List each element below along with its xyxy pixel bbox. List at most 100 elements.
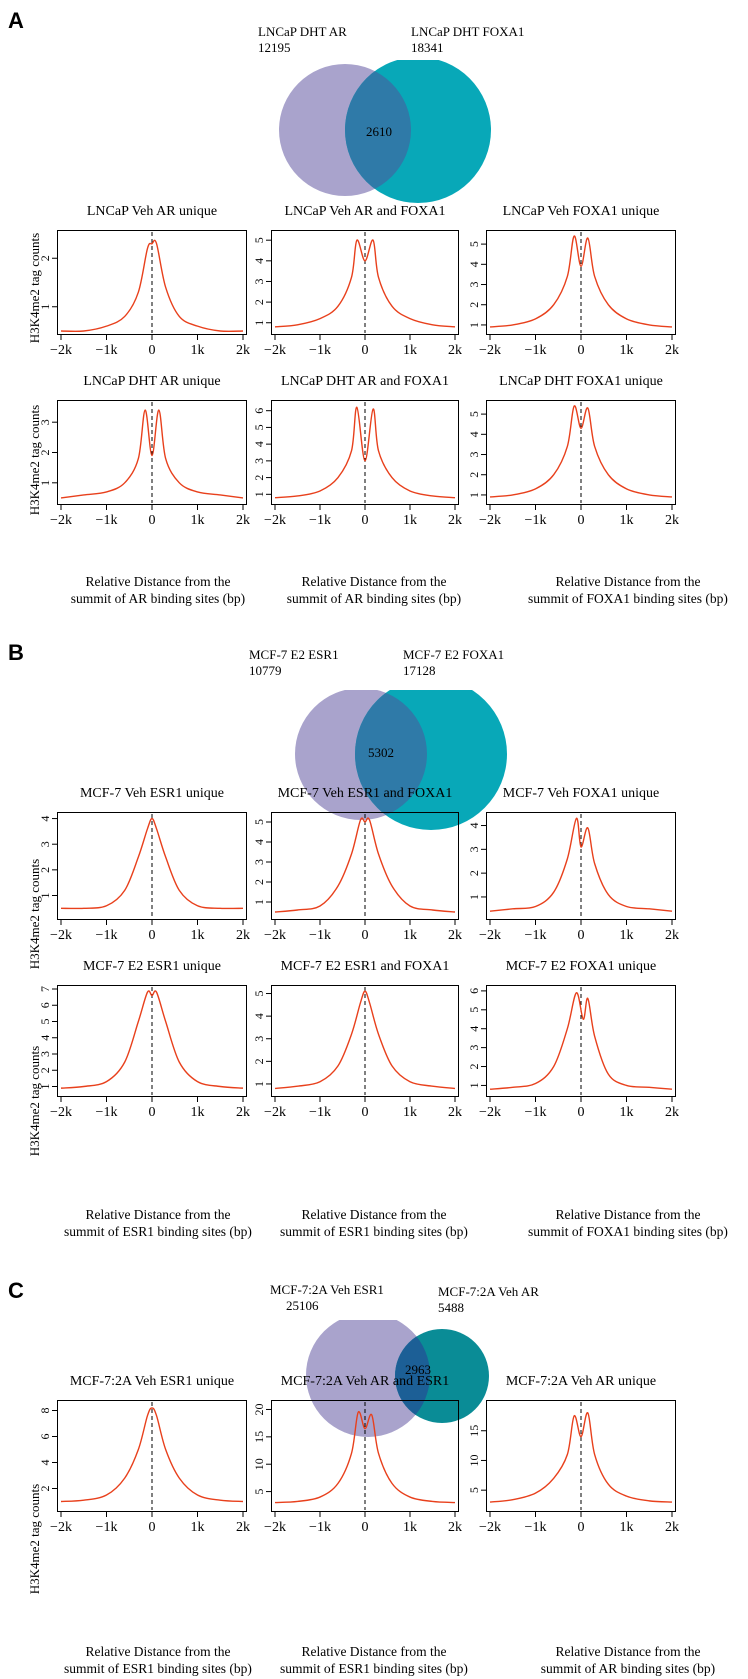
- x-tick-label: −1k: [96, 928, 118, 943]
- plot-svg: −2k −1k 0 1k 2k 1 2 3 4: [38, 812, 250, 943]
- plot-frame: [57, 230, 247, 335]
- x-tick-label: 2k: [665, 1105, 679, 1120]
- plot-svg: −2k −1k 0 1k 2k 1 2 3: [38, 400, 250, 528]
- x-axis-caption: Relative Distance from the summit of FOX…: [528, 574, 728, 606]
- plot-svg: −2k −1k 0 1k 2k 1 2 3 4 5 6: [467, 985, 679, 1120]
- line-plot: −2k −1k 0 1k 2k 1 2: [38, 230, 250, 370]
- x-tick-label: 2k: [448, 1520, 462, 1535]
- venn-overlap: [395, 1329, 430, 1423]
- line-plot: −2k −1k 0 1k 2k 1 2 3 4 5: [467, 400, 679, 540]
- x-tick-label: −2k: [50, 1520, 72, 1535]
- x-tick-label: −1k: [96, 343, 118, 358]
- y-tick-label: 2: [467, 870, 481, 876]
- x-tick-label: 1k: [403, 1105, 417, 1120]
- venn-right-count: 18341: [411, 40, 444, 55]
- y-tick-label: 4: [467, 431, 481, 437]
- y-tick-label: 1: [467, 492, 481, 498]
- series-line: [489, 1412, 673, 1503]
- plot-svg: −2k −1k 0 1k 2k 1 2 3 4 5: [252, 230, 462, 358]
- x-tick-label: 2k: [236, 928, 250, 943]
- y-axis-label: H3K4me2 tag counts: [27, 1045, 42, 1157]
- x-tick-label: 0: [578, 513, 585, 528]
- line-plot: −2k −1k 0 1k 2k 1 2 3 4: [467, 812, 679, 955]
- y-tick-label: 8: [38, 1408, 52, 1414]
- plot-frame: [486, 985, 676, 1097]
- y-tick-label: 1: [38, 1084, 52, 1090]
- y-tick-label: 2: [38, 1486, 52, 1492]
- x-tick-label: 2k: [236, 1105, 250, 1120]
- venn-right-name: MCF-7:2A Veh AR: [438, 1284, 539, 1299]
- plot-frame: [486, 812, 676, 920]
- series-line: [274, 239, 456, 328]
- x-axis-caption: Relative Distance from the summit of ESR…: [64, 1644, 252, 1676]
- x-tick-label: −1k: [525, 1105, 547, 1120]
- plot-title: LNCaP DHT AR unique: [83, 374, 221, 389]
- plot-svg: −2k −1k 0 1k 2k 1 2 3 4: [467, 812, 679, 943]
- plot-title: MCF-7 E2 ESR1 and FOXA1: [280, 959, 450, 974]
- plot-title: MCF-7 E2 FOXA1 unique: [505, 959, 657, 974]
- x-tick-label: −2k: [50, 343, 72, 358]
- plot-svg: −2k −1k 0 1k 2k 1 2 3 4 5: [467, 230, 679, 358]
- x-tick-label: 2k: [665, 928, 679, 943]
- x-tick-label: 0: [362, 1520, 369, 1535]
- y-tick-label: 2: [38, 1067, 52, 1073]
- plot-svg: −2k −1k 0 1k 2k 1 2 3 4 5 6 7: [38, 985, 250, 1120]
- y-tick-label: 7: [38, 986, 52, 992]
- y-tick-label: 4: [252, 839, 266, 845]
- y-tick-label: 4: [38, 816, 52, 822]
- x-tick-label: 1k: [191, 513, 205, 528]
- y-tick-label: 15: [252, 1431, 266, 1443]
- x-tick-label: −1k: [96, 513, 118, 528]
- y-tick-label: 4: [252, 258, 266, 264]
- x-tick-label: 2k: [665, 513, 679, 528]
- plot-title: MCF-7 Veh FOXA1 unique: [502, 786, 660, 801]
- x-tick-label: 0: [578, 928, 585, 943]
- y-tick-label: 5: [252, 1489, 266, 1495]
- venn-right-name: MCF-7 E2 FOXA1: [403, 647, 505, 662]
- y-tick-label: 2: [252, 1058, 266, 1064]
- y-tick-label: 1: [38, 892, 52, 898]
- x-tick-label: 2k: [236, 513, 250, 528]
- venn-diagram-b: [295, 690, 507, 830]
- series-line: [489, 405, 673, 498]
- x-tick-label: 0: [578, 343, 585, 358]
- x-axis-caption: Relative Distance from the summit of ESR…: [280, 1644, 468, 1676]
- x-tick-label: −1k: [96, 1105, 118, 1120]
- venn-overlap-count: 5302: [368, 745, 394, 760]
- plot-svg: −2k −1k 0 1k 2k 2 4 6 8: [38, 1400, 250, 1535]
- x-tick-label: 2k: [665, 1520, 679, 1535]
- y-tick-label: 2: [252, 879, 266, 885]
- y-tick-label: 1: [252, 491, 266, 497]
- plot-title: MCF-7:2A Veh ESR1 unique: [69, 1374, 235, 1389]
- x-tick-label: −2k: [479, 513, 501, 528]
- x-tick-label: 0: [362, 928, 369, 943]
- x-tick-label: 0: [149, 1520, 156, 1535]
- y-tick-label: 2: [467, 1064, 481, 1070]
- y-tick-label: 4: [252, 441, 266, 447]
- y-tick-label: 2: [38, 450, 52, 456]
- x-tick-label: 1k: [620, 513, 634, 528]
- plot-title: LNCaP Veh AR and FOXA1: [284, 204, 446, 219]
- x-tick-label: −1k: [525, 343, 547, 358]
- y-tick-label: 3: [252, 458, 266, 464]
- y-tick-label: 1: [467, 1082, 481, 1088]
- x-tick-label: −1k: [525, 513, 547, 528]
- series-line: [274, 1411, 456, 1504]
- plot-title: LNCaP DHT AR and FOXA1: [280, 374, 449, 389]
- plot-frame: [271, 230, 459, 335]
- x-tick-label: −2k: [479, 928, 501, 943]
- x-tick-label: −2k: [264, 1105, 286, 1120]
- line-plot: −2k −1k 0 1k 2k 1 2 3 4 5 6: [467, 985, 679, 1132]
- y-tick-label: 20: [252, 1403, 266, 1415]
- y-tick-label: 1: [38, 304, 52, 310]
- y-tick-label: 5: [252, 237, 266, 243]
- x-tick-label: −1k: [309, 1520, 331, 1535]
- series-line: [489, 235, 673, 328]
- plot-frame: [486, 1400, 676, 1512]
- venn-right-count: 5488: [438, 1300, 464, 1315]
- plot-title: MCF-7 E2 ESR1 unique: [82, 959, 222, 974]
- plot-title: LNCaP Veh FOXA1 unique: [502, 204, 660, 219]
- y-tick-label: 4: [467, 261, 481, 267]
- plot-svg: −2k −1k 0 1k 2k 1 2 3 4 5: [252, 812, 462, 943]
- y-tick-label: 2: [38, 255, 52, 261]
